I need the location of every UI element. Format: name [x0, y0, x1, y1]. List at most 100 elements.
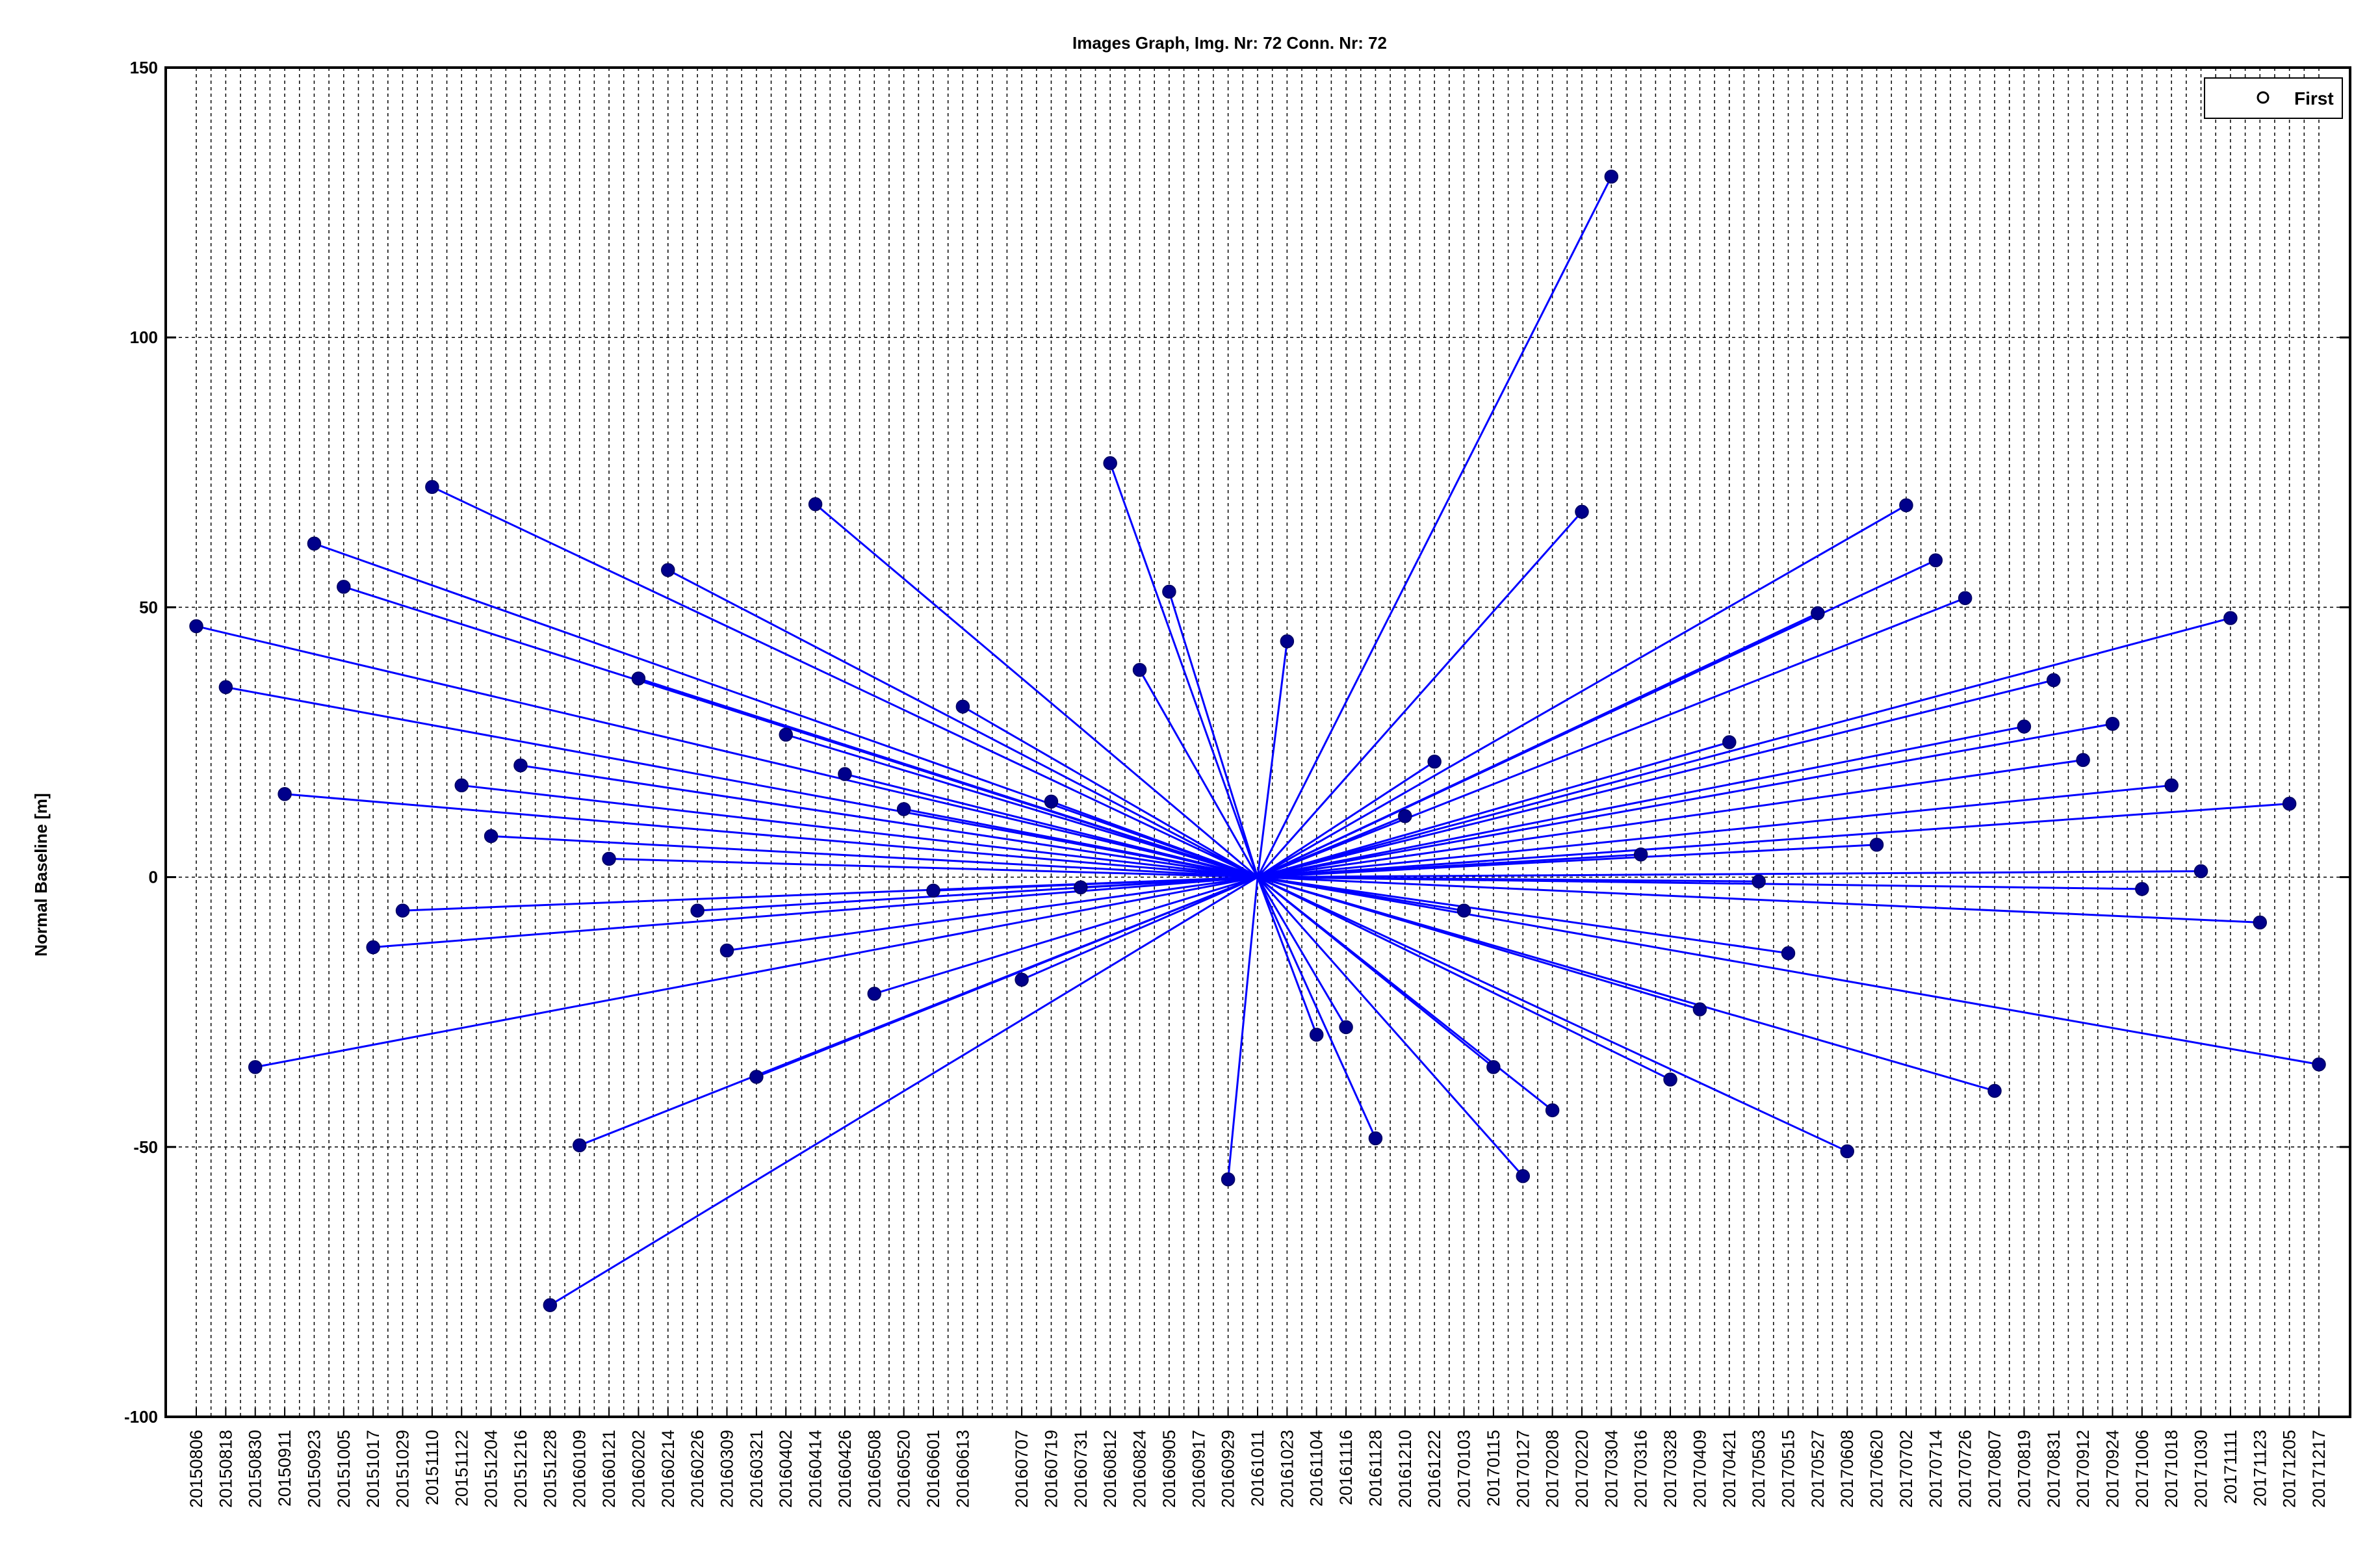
- x-tick-label: 20170924: [2102, 1430, 2122, 1508]
- data-point: [248, 1060, 263, 1074]
- data-point: [661, 563, 675, 577]
- connection-line: [226, 686, 1258, 879]
- x-tick-label: 20150911: [275, 1430, 294, 1507]
- connection-line: [1256, 877, 1318, 1035]
- data-point: [395, 903, 410, 918]
- connection-line: [903, 808, 1258, 879]
- x-tick-label: 20170304: [1601, 1430, 1621, 1508]
- connection-line: [1257, 758, 2084, 879]
- connection-line: [1257, 876, 1995, 1092]
- x-tick-label: 20160824: [1130, 1430, 1150, 1508]
- connection-line: [1257, 876, 1789, 955]
- data-point: [366, 940, 380, 955]
- x-tick-label: 20150923: [304, 1430, 324, 1508]
- data-point: [926, 883, 940, 898]
- y-axis-label: Normal Baseline [m]: [31, 793, 51, 956]
- connection-line: [756, 876, 1258, 1078]
- data-point: [1398, 809, 1412, 823]
- connection-line: [196, 625, 1258, 879]
- connection-line: [1257, 760, 1435, 878]
- x-tick-label: 20151017: [363, 1430, 383, 1508]
- connection-line: [1257, 876, 2142, 890]
- data-point: [1456, 903, 1471, 918]
- data-point: [1752, 874, 1766, 888]
- data-point: [454, 778, 469, 793]
- acquisition-points: [189, 169, 2326, 1312]
- connection-line: [1139, 669, 1259, 878]
- y-tick-label: 0: [149, 868, 158, 887]
- data-point: [2047, 673, 2061, 688]
- connection-line: [1080, 876, 1258, 888]
- data-point: [867, 987, 882, 1001]
- y-tick-label: 100: [130, 328, 158, 347]
- connection-line: [1050, 800, 1258, 879]
- data-point: [631, 671, 646, 686]
- connection-line: [1257, 617, 2231, 879]
- x-tick-label: 20171111: [2221, 1430, 2240, 1504]
- data-point: [602, 851, 616, 866]
- x-tick-label: 20161023: [1277, 1430, 1297, 1508]
- x-tick-label: 20160321: [747, 1430, 766, 1508]
- x-tick-label: 20170421: [1720, 1430, 1739, 1508]
- x-tick-label: 20170103: [1455, 1430, 1474, 1508]
- data-point: [2253, 915, 2268, 930]
- data-point: [1722, 735, 1737, 749]
- data-point: [1604, 169, 1619, 184]
- x-tick-label: 20170726: [1956, 1430, 1975, 1508]
- x-tick-label: 20160812: [1100, 1430, 1120, 1508]
- x-tick-label: 20150818: [216, 1430, 235, 1508]
- x-tick-label: 20151005: [334, 1430, 354, 1508]
- x-tick-label: 20171123: [2250, 1430, 2270, 1507]
- x-tick-label: 20160520: [894, 1430, 914, 1508]
- data-point: [2193, 864, 2208, 879]
- data-point: [690, 903, 705, 918]
- x-tick-label: 20160309: [718, 1430, 737, 1508]
- data-point: [2017, 719, 2032, 734]
- x-tick-label: 20170115: [1484, 1430, 1503, 1507]
- data-point: [1899, 498, 1913, 513]
- connection-line: [814, 503, 1258, 878]
- data-point: [1074, 880, 1088, 895]
- connection-line: [1257, 504, 1907, 878]
- connection-line: [844, 773, 1258, 879]
- connection-line: [962, 705, 1258, 878]
- connection-line: [1257, 803, 2290, 879]
- x-tick-label: 20170819: [2014, 1430, 2034, 1508]
- x-tick-label: 20160707: [1012, 1430, 1031, 1508]
- connection-line: [1257, 741, 1730, 879]
- y-tick-label: 50: [139, 597, 158, 617]
- data-point: [1103, 456, 1117, 471]
- x-tick-label: 20170208: [1543, 1430, 1562, 1508]
- data-point: [1958, 591, 1973, 606]
- connection-line: [1256, 641, 1288, 877]
- data-point: [572, 1138, 587, 1153]
- data-point: [1928, 553, 1943, 567]
- connection-line: [1109, 463, 1259, 878]
- data-point: [2076, 753, 2090, 768]
- x-tick-label: 20170503: [1749, 1430, 1768, 1508]
- x-tick-label: 20160121: [599, 1430, 619, 1508]
- x-tick-label: 20160214: [658, 1430, 678, 1508]
- data-point: [838, 767, 852, 781]
- y-axis-ticks: -100 -50 0 50 100 150: [124, 58, 2350, 1427]
- legend: First: [2204, 77, 2343, 119]
- data-point: [307, 536, 322, 551]
- data-point: [2135, 882, 2149, 896]
- connection-line: [1168, 591, 1259, 878]
- data-point: [1162, 584, 1176, 599]
- x-tick-label: 20171018: [2162, 1430, 2181, 1508]
- x-tick-label: 20151122: [452, 1430, 471, 1507]
- connection-line: [727, 876, 1258, 952]
- connection-line: [1256, 876, 1347, 1028]
- connection-line: [1257, 876, 2260, 924]
- connection-line: [1257, 725, 2024, 879]
- x-tick-label: 20170620: [1867, 1430, 1887, 1508]
- connection-line: [520, 764, 1258, 879]
- connection-line: [432, 485, 1258, 878]
- data-point: [749, 1070, 764, 1084]
- x-tick-label: 20170515: [1779, 1430, 1798, 1508]
- data-point: [1692, 1002, 1707, 1016]
- x-tick-label: 20170316: [1631, 1430, 1651, 1508]
- data-point: [1044, 794, 1059, 809]
